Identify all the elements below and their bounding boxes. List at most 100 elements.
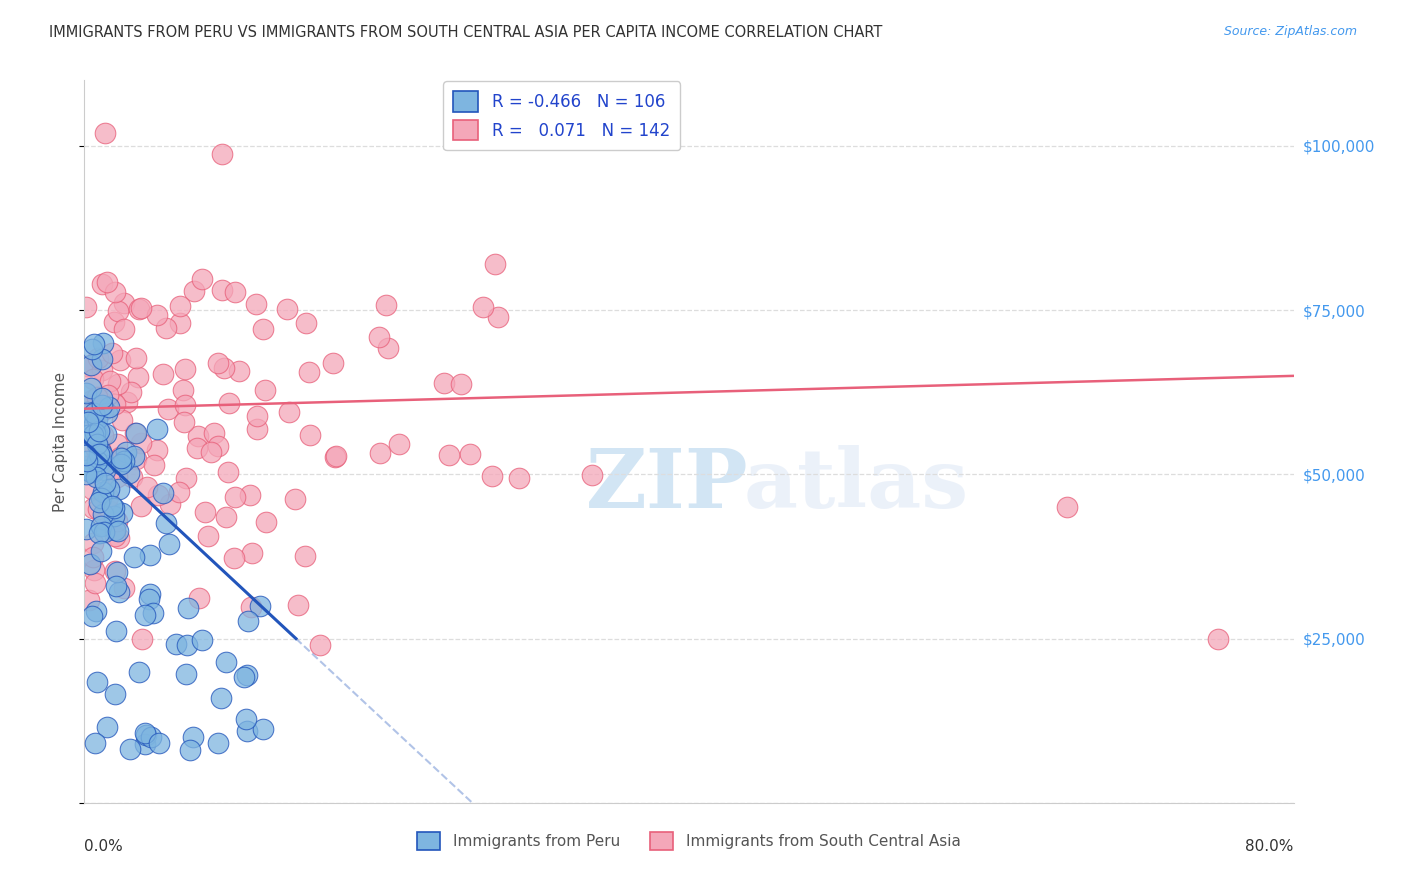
Point (481, 469, 503, 483)
Point (82, 428, 104, 442)
Point (174, 666, 197, 681)
Point (77, 359, 100, 374)
Point (83, 405, 105, 419)
Point (135, 728, 157, 742)
Point (294, 317, 316, 331)
Point (200, 444, 222, 458)
Point (125, 452, 148, 467)
Point (90, 393, 112, 408)
Point (77, 415, 100, 429)
Point (118, 467, 141, 481)
Point (89, 424, 111, 438)
Point (98, 504, 121, 518)
Point (104, 624, 127, 639)
Point (252, 322, 274, 336)
Point (236, 723, 259, 738)
Point (83, 417, 105, 431)
Point (177, 600, 200, 615)
Point (101, 345, 124, 359)
Point (179, 743, 201, 757)
Point (146, 443, 169, 458)
Point (508, 471, 530, 485)
Point (148, 488, 170, 502)
Point (105, 454, 128, 468)
Point (91, 403, 114, 417)
Point (472, 300, 495, 314)
Point (107, 376, 129, 391)
Point (87, 351, 110, 366)
Point (197, 529, 219, 543)
Point (87, 447, 110, 461)
Point (80, 358, 103, 372)
Point (239, 488, 262, 502)
Point (105, 470, 128, 484)
Point (276, 302, 298, 317)
Point (298, 365, 321, 379)
Point (80, 342, 103, 356)
Point (136, 480, 159, 494)
Point (124, 425, 146, 440)
Point (110, 457, 132, 471)
Point (79, 557, 101, 571)
Point (107, 531, 129, 545)
Point (112, 296, 135, 310)
Point (83, 440, 105, 454)
Point (82, 549, 104, 564)
Legend: Immigrants from Peru, Immigrants from South Central Asia: Immigrants from Peru, Immigrants from So… (412, 826, 966, 856)
Point (75, 459, 97, 474)
Point (84, 736, 107, 750)
Point (97, 490, 120, 504)
Text: 80.0%: 80.0% (1246, 838, 1294, 854)
Point (167, 484, 190, 499)
Point (104, 687, 127, 701)
Point (90, 352, 112, 367)
Point (105, 514, 128, 528)
Point (155, 321, 177, 335)
Point (76, 454, 98, 468)
Point (80, 381, 103, 395)
Point (228, 364, 250, 378)
Point (128, 665, 150, 680)
Point (86, 427, 108, 442)
Point (100, 461, 122, 475)
Point (82, 535, 104, 549)
Point (146, 309, 169, 323)
Point (278, 405, 301, 419)
Point (77, 400, 100, 414)
Point (134, 726, 156, 740)
Point (79, 465, 101, 479)
Point (156, 402, 179, 417)
Point (104, 529, 127, 543)
Point (80, 392, 103, 407)
Point (142, 458, 165, 472)
Point (138, 591, 160, 606)
Point (139, 730, 162, 744)
Point (91, 512, 114, 526)
Point (93, 126, 115, 140)
Point (190, 632, 212, 647)
Point (294, 549, 316, 564)
Point (450, 377, 472, 392)
Point (86, 675, 108, 690)
Point (433, 376, 456, 390)
Point (93, 525, 115, 540)
Point (112, 454, 135, 468)
Point (209, 691, 232, 706)
Point (235, 667, 257, 681)
Point (252, 722, 274, 736)
Point (94, 427, 117, 442)
Point (224, 285, 246, 299)
Point (125, 351, 148, 365)
Point (84, 470, 107, 484)
Point (75, 463, 97, 477)
Point (388, 437, 411, 451)
Point (115, 394, 138, 409)
Point (91, 427, 114, 442)
Point (94, 463, 117, 477)
Point (1056, 500, 1078, 515)
Point (152, 367, 174, 381)
Point (232, 670, 254, 684)
Point (75, 359, 97, 373)
Point (112, 582, 135, 596)
Point (120, 385, 142, 400)
